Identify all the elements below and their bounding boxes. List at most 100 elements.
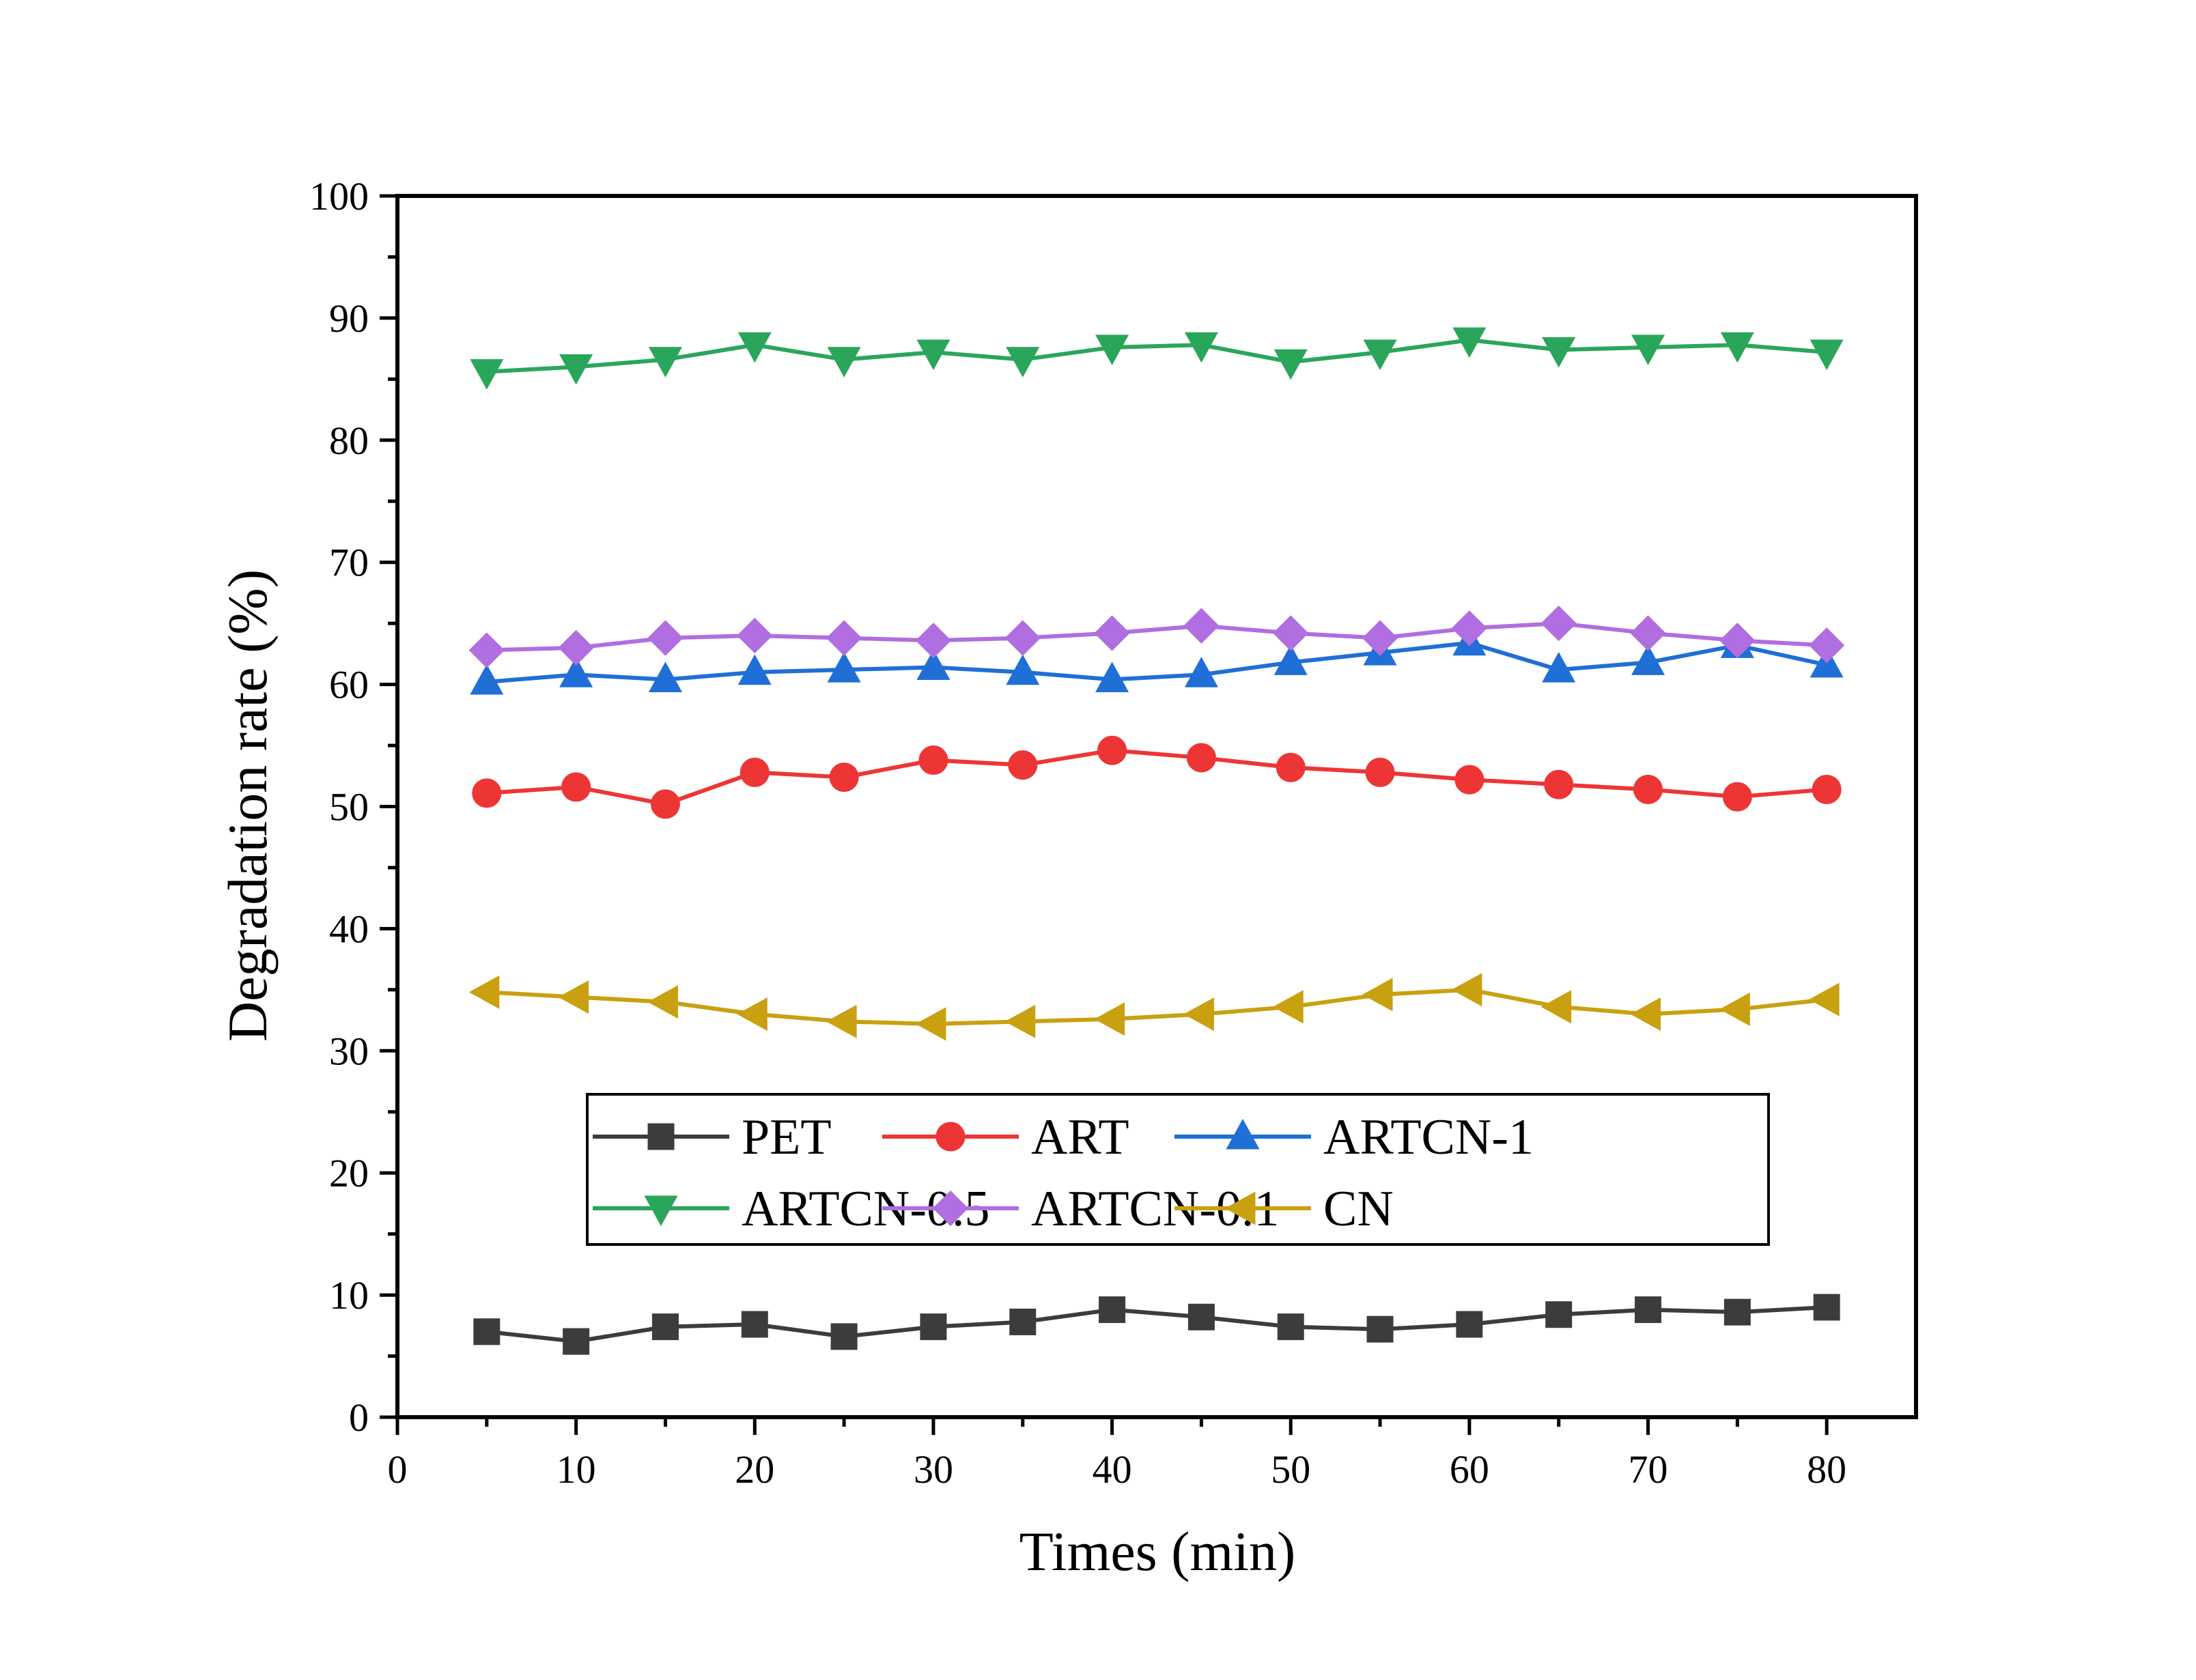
plot-lines (486, 338, 1827, 1344)
data-point-artcn-1 (1184, 657, 1218, 687)
data-point-art (1722, 782, 1752, 812)
data-point-art (1454, 765, 1484, 795)
data-point-cn (737, 997, 768, 1031)
data-point-pet (1813, 1294, 1840, 1321)
data-point-artcn-0-1 (915, 623, 952, 659)
legend-box (586, 1093, 1770, 1246)
data-point-pet (1545, 1301, 1573, 1328)
data-point-art (1186, 743, 1216, 773)
y-tick-label: 50 (329, 785, 369, 829)
x-tick-label: 80 (1807, 1447, 1846, 1492)
data-point-artcn-1 (648, 661, 683, 692)
data-point-cn (1362, 978, 1393, 1012)
data-point-art (918, 745, 948, 775)
legend-label-pet: PET (742, 1109, 832, 1165)
x-tick-label: 40 (1093, 1447, 1132, 1492)
data-point-artcn-0-5 (1452, 327, 1487, 358)
data-point-art (561, 772, 591, 802)
legend-label-artcn-1: ARTCN-1 (1323, 1109, 1534, 1165)
data-point-artcn-0-1 (1809, 627, 1845, 664)
data-point-artcn-0-1 (1630, 615, 1666, 651)
data-point-art (1633, 774, 1663, 804)
data-point-artcn-0-1 (647, 620, 684, 656)
data-point-cn (1809, 982, 1840, 1016)
series-line-artcn-0-1 (486, 621, 1827, 653)
data-point-pet (1009, 1308, 1037, 1335)
data-point-pet (1187, 1303, 1215, 1330)
data-point-art (1008, 750, 1038, 780)
data-point-artcn-0-5 (737, 332, 772, 363)
data-point-artcn-1 (916, 649, 951, 681)
legend-marker-cn (1224, 1191, 1256, 1225)
data-point-cn (1540, 990, 1572, 1024)
legend-marker-pet (647, 1123, 675, 1150)
data-point-pet (651, 1313, 679, 1341)
data-point-artcn-0-5 (1631, 334, 1665, 365)
data-point-artcn-0-1 (558, 629, 594, 666)
y-tick-label: 80 (329, 418, 369, 463)
data-point-artcn-0-5 (916, 339, 951, 371)
data-point-artcn-0-1 (1451, 610, 1488, 646)
data-point-artcn-1 (470, 664, 504, 695)
y-tick-label: 60 (329, 663, 369, 707)
data-point-artcn-0-5 (827, 347, 861, 378)
data-point-artcn-0-1 (737, 617, 773, 654)
data-point-cn (1004, 1004, 1036, 1038)
legend-label-cn: CN (1323, 1181, 1394, 1237)
x-tick-label: 20 (735, 1447, 774, 1492)
x-tick-label: 70 (1629, 1447, 1668, 1492)
x-tick-label: 50 (1271, 1447, 1310, 1492)
data-point-artcn-1 (737, 654, 772, 685)
legend-marker-art (935, 1122, 966, 1152)
x-tick-label: 30 (914, 1447, 953, 1492)
data-point-cn (1451, 973, 1482, 1007)
data-point-cn (468, 975, 500, 1009)
data-point-artcn-0-5 (1184, 332, 1218, 363)
data-point-art (472, 778, 502, 808)
data-point-artcn-0-1 (1004, 620, 1041, 656)
data-point-artcn-0-1 (1273, 615, 1309, 651)
series-line-cn (486, 987, 1827, 1026)
data-point-pet (1635, 1296, 1662, 1324)
series-line-artcn-1 (486, 640, 1827, 685)
data-point-cn (1183, 997, 1214, 1031)
data-point-cn (1630, 997, 1661, 1031)
data-point-art (1544, 769, 1574, 799)
data-point-art (1812, 774, 1842, 804)
data-point-art (740, 757, 770, 787)
x-tick-label: 0 (388, 1447, 408, 1492)
x-tick-labels: 0 10 20 30 40 50 60 70 80 (388, 1447, 1847, 1492)
y-tick-label: 100 (309, 174, 369, 218)
y-tick-label: 20 (329, 1151, 369, 1195)
data-point-cn (915, 1007, 946, 1041)
data-point-artcn-0-5 (1273, 349, 1308, 380)
data-point-pet (1723, 1298, 1751, 1326)
data-point-artcn-0-5 (559, 354, 593, 385)
y-tick-label: 40 (329, 907, 369, 951)
x-axis-title: Times (min) (1019, 1520, 1296, 1582)
data-point-cn (826, 1004, 857, 1038)
data-point-artcn-0-5 (470, 359, 504, 390)
data-point-art (1097, 735, 1127, 765)
data-point-pet (1099, 1296, 1126, 1324)
data-point-art (650, 789, 680, 819)
legend-marker-artcn-0-1 (932, 1190, 969, 1227)
data-point-artcn-1 (1542, 652, 1576, 683)
y-tick-label: 10 (329, 1273, 369, 1318)
y-tick-label: 0 (349, 1395, 369, 1440)
data-point-art (829, 763, 859, 793)
legend-label-art: ART (1031, 1109, 1129, 1165)
data-point-artcn-1 (559, 657, 593, 687)
data-point-artcn-0-5 (1810, 339, 1844, 371)
y-tick-label: 30 (329, 1029, 369, 1073)
data-point-artcn-1 (1631, 644, 1665, 675)
y-tick-label: 70 (329, 541, 369, 585)
data-point-artcn-1 (1095, 661, 1129, 692)
data-point-pet (1456, 1311, 1483, 1338)
data-point-artcn-0-5 (648, 347, 683, 378)
x-tick-label: 10 (557, 1447, 596, 1492)
data-point-artcn-0-1 (1540, 606, 1577, 642)
